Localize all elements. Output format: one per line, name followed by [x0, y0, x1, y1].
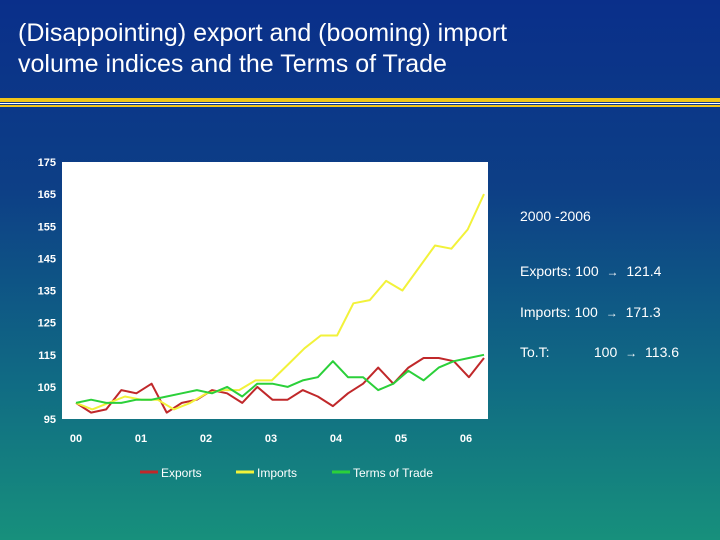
series-line-exports — [75, 357, 485, 414]
y-tick-label: 145 — [38, 253, 56, 265]
right-arrow-icon: → — [605, 306, 618, 320]
y-tick-label: 115 — [38, 350, 56, 362]
summary-row-imports: Imports: 100 → 171.3 — [520, 304, 661, 320]
summary-exports-to: 121.4 — [626, 263, 662, 279]
x-tick-label: 04 — [330, 433, 343, 445]
line-chart: 175 165 155 145 135 125 115 105 95 00 01 02 03 04 05 0… — [0, 150, 500, 490]
x-tick-label: 06 — [460, 433, 472, 445]
series-lines — [75, 193, 485, 414]
summary-exports-label: Exports: — [520, 263, 572, 279]
y-tick-label: 95 — [44, 414, 56, 426]
summary-imports-to: 171.3 — [625, 304, 661, 320]
summary-exports-from: 100 — [575, 263, 599, 279]
x-tick-label: 02 — [200, 433, 212, 445]
y-tick-label: 135 — [38, 286, 56, 298]
title-rule-bottom — [0, 105, 720, 107]
legend-label-exports: Exports — [161, 466, 202, 480]
y-tick-label: 165 — [38, 189, 56, 201]
y-tick-label: 155 — [38, 221, 56, 233]
summary-tot-from: 100 — [593, 344, 618, 360]
right-arrow-icon: → — [606, 265, 619, 279]
right-arrow-icon: → — [625, 346, 638, 360]
summary-imports-from: 100 — [574, 304, 598, 320]
summary-tot-label: To.T: — [520, 344, 550, 360]
title-rule-top — [0, 98, 720, 102]
y-tick-labels: 175 165 155 145 135 125 115 105 95 — [38, 157, 56, 426]
summary-row-exports: Exports: 100 → 121.4 — [520, 263, 661, 279]
y-tick-label: 105 — [38, 382, 56, 394]
x-tick-labels: 00 01 02 03 04 05 06 — [70, 433, 472, 445]
slide-title: (Disappointing) export and (booming) imp… — [18, 19, 508, 78]
summary-imports-label: Imports: — [520, 304, 571, 320]
legend-label-terms-of-trade: Terms of Trade — [353, 466, 433, 480]
summary-tot-to: 113.6 — [645, 344, 680, 360]
x-tick-label: 05 — [395, 433, 407, 445]
x-tick-label: 03 — [265, 433, 277, 445]
title-rule-middle — [0, 103, 720, 104]
legend: Exports Imports Terms of Trade — [140, 466, 433, 480]
summary-row-tot: To.T: 100 → 113.6 — [520, 344, 679, 360]
y-tick-label: 175 — [38, 157, 56, 169]
y-tick-label: 125 — [38, 318, 56, 330]
legend-label-imports: Imports — [257, 466, 297, 480]
x-tick-label: 00 — [70, 433, 82, 445]
x-tick-label: 01 — [135, 433, 147, 445]
series-line-terms-of-trade — [75, 353, 485, 404]
period-label: 2000 -2006 — [520, 208, 591, 224]
